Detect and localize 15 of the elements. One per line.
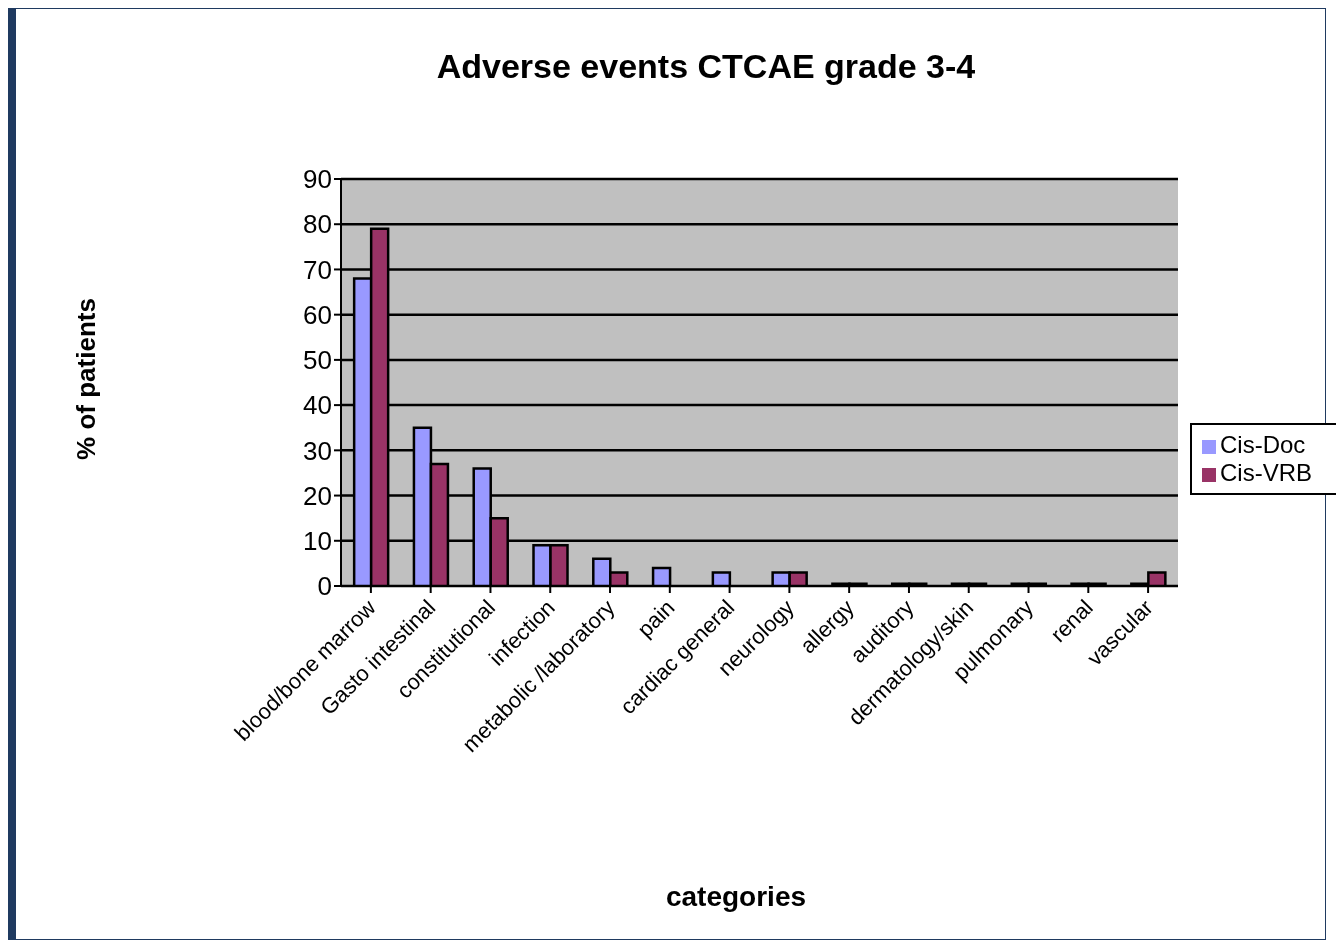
y-tick-label: 50: [303, 345, 332, 376]
chart-title: Adverse events CTCAE grade 3-4: [435, 47, 977, 86]
y-tick-label: 70: [303, 254, 332, 285]
y-tick-label: 60: [303, 299, 332, 330]
x-axis-title: categories: [664, 881, 808, 913]
y-tick-label: 90: [303, 164, 332, 195]
y-tick-label: 40: [303, 390, 332, 421]
y-tick-label: 30: [303, 435, 332, 466]
legend-label: Cis-VRB: [1219, 459, 1312, 486]
y-tick-label: 10: [303, 526, 332, 557]
y-axis-title: % of patients: [70, 298, 102, 460]
y-tick-label: 80: [303, 209, 332, 240]
y-tick-label: 20: [303, 480, 332, 511]
y-tick-label: 0: [317, 571, 332, 602]
legend-label: Cis-Doc: [1219, 431, 1306, 458]
